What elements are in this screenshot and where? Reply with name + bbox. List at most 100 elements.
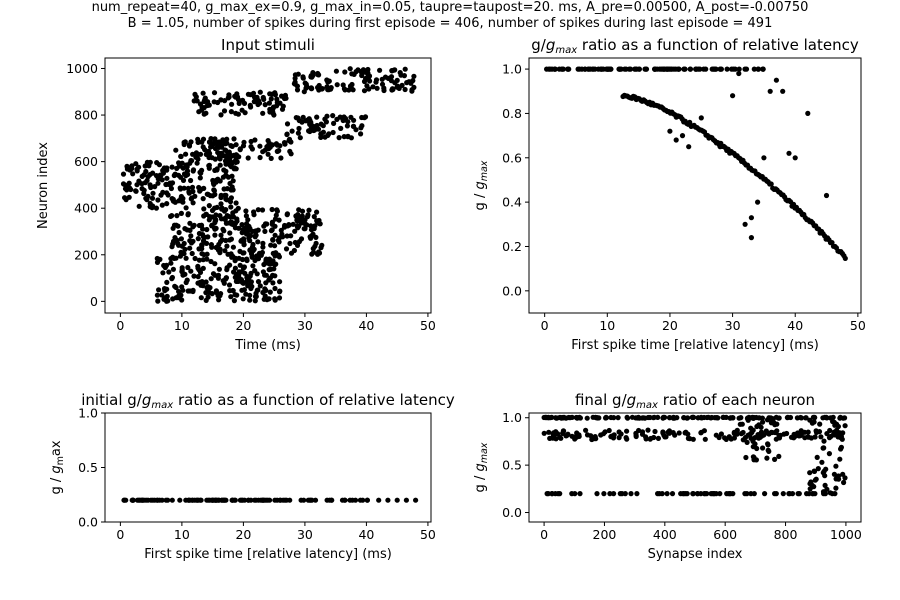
data-point (223, 220, 229, 226)
data-point (821, 445, 827, 451)
data-point (761, 155, 767, 161)
data-point (159, 497, 165, 503)
x-tick-label: 50 (420, 318, 436, 333)
data-point (203, 279, 209, 285)
data-point (197, 175, 203, 181)
data-point (197, 186, 203, 192)
data-point (695, 415, 701, 421)
data-point (242, 270, 248, 276)
data-point (666, 415, 673, 421)
data-point (680, 491, 686, 497)
data-point (216, 153, 222, 159)
y-tick-label: 0.2 (502, 239, 522, 254)
data-point (169, 276, 175, 282)
data-point (408, 80, 414, 86)
data-point (569, 433, 575, 439)
data-point (191, 273, 197, 279)
data-point (318, 121, 324, 127)
data-point (194, 497, 200, 503)
data-point (218, 112, 224, 118)
data-point (724, 66, 730, 72)
data-point (389, 86, 396, 92)
data-point (130, 497, 136, 503)
data-point (250, 90, 257, 96)
data-point (180, 177, 187, 183)
data-point (274, 103, 280, 109)
data-point (300, 114, 306, 120)
data-point (202, 95, 208, 101)
data-point (818, 434, 824, 440)
data-point (639, 431, 646, 437)
data-point (263, 280, 269, 286)
data-point (755, 199, 761, 205)
data-point (747, 431, 754, 437)
data-point (808, 435, 815, 441)
data-point (164, 201, 170, 207)
y-tick-label: 1.0 (78, 406, 98, 421)
data-point (214, 177, 220, 183)
data-point (811, 419, 817, 425)
data-point (172, 199, 178, 205)
data-point (155, 180, 161, 186)
data-point (709, 66, 715, 72)
data-point (268, 242, 274, 248)
data-point (269, 219, 275, 225)
data-point (120, 171, 127, 177)
data-point (808, 479, 814, 485)
axes-frame (104, 57, 432, 314)
data-point (826, 451, 833, 457)
x-tick-label: 40 (358, 527, 374, 542)
data-point (758, 424, 764, 430)
data-point (239, 256, 246, 263)
data-point (373, 77, 380, 83)
data-point (305, 212, 311, 218)
data-point (377, 67, 383, 73)
data-point (698, 491, 704, 497)
data-point (139, 497, 146, 503)
data-point (231, 298, 237, 304)
data-points (120, 66, 417, 304)
data-point (272, 497, 278, 503)
data-point (280, 103, 286, 109)
data-point (189, 184, 196, 190)
data-point (314, 218, 320, 224)
data-point (200, 90, 206, 96)
data-point (640, 415, 646, 421)
data-point (798, 432, 804, 438)
data-point (228, 236, 234, 242)
data-point (599, 66, 605, 72)
data-point (216, 297, 222, 303)
data-point (744, 439, 750, 445)
data-point (201, 206, 207, 212)
data-point (322, 134, 328, 140)
x-axis-label: First spike time [relative latency] (ms) (144, 547, 392, 562)
y-tick-label: 0.0 (502, 283, 522, 298)
data-point (242, 497, 248, 503)
data-point (213, 212, 219, 218)
data-point (241, 250, 247, 256)
data-point (284, 131, 290, 137)
data-point (188, 233, 194, 239)
data-point (663, 434, 669, 440)
data-point (200, 232, 206, 238)
data-point (773, 77, 780, 83)
data-point (607, 66, 613, 72)
data-point (144, 177, 150, 184)
data-point (220, 137, 226, 143)
data-point (607, 491, 613, 497)
data-point (755, 66, 761, 72)
data-point (713, 415, 719, 421)
data-point (235, 111, 241, 117)
x-axis-label: Time (ms) (234, 338, 301, 353)
data-point (253, 497, 259, 503)
data-point (188, 268, 194, 274)
data-point (265, 260, 271, 266)
x-axis-label: First spike time [relative latency] (ms) (571, 338, 819, 353)
data-point (323, 119, 329, 125)
x-tick-label: 10 (174, 527, 190, 542)
data-point (618, 431, 624, 437)
data-point (401, 73, 407, 79)
x-tick-label: 40 (358, 318, 374, 333)
y-axis-label: Neuron index (36, 142, 51, 229)
